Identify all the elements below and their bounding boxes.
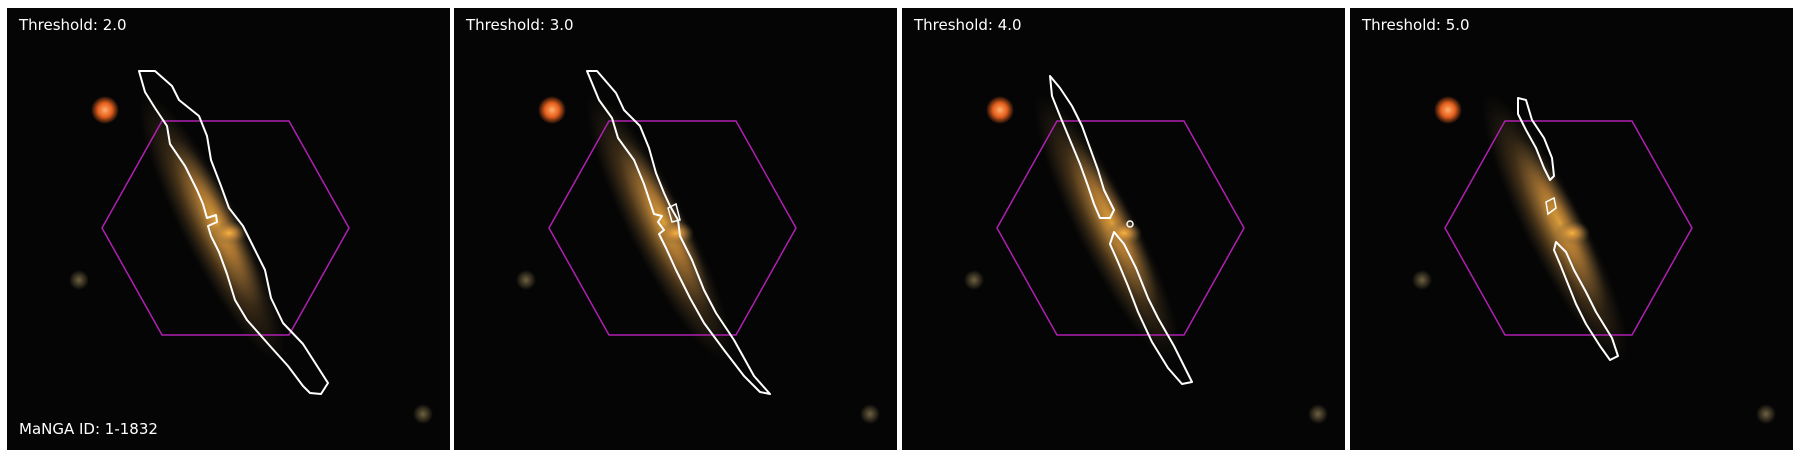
galaxy-body <box>1481 93 1629 363</box>
ifu-hexagon <box>996 120 1245 336</box>
galaxy-image <box>69 70 433 424</box>
galaxy-image <box>964 75 1328 424</box>
panel-threshold-5: Threshold: 5.0 <box>1350 8 1793 450</box>
panel-threshold-4: Threshold: 4.0 <box>902 8 1345 450</box>
bright-star <box>986 96 1014 124</box>
ifu-hexagon <box>548 120 797 336</box>
galaxy-image <box>516 70 880 424</box>
faint-source <box>860 404 880 424</box>
contour-line <box>1126 220 1134 228</box>
faint-source <box>1756 404 1776 424</box>
faint-source <box>964 270 984 290</box>
contour-line <box>1109 231 1193 385</box>
bright-star <box>538 96 566 124</box>
contour-line <box>138 70 329 395</box>
panel-threshold-3: Threshold: 3.0 <box>454 8 897 450</box>
threshold-label: Threshold: 3.0 <box>466 16 574 34</box>
contour-line <box>1545 196 1557 216</box>
contour-line <box>1517 97 1555 181</box>
faint-source <box>1412 270 1432 290</box>
contour-line <box>667 202 681 223</box>
galaxy-image <box>1412 93 1776 424</box>
bright-star <box>91 96 119 124</box>
faint-source <box>69 270 89 290</box>
galaxy-body <box>585 93 733 363</box>
threshold-label: Threshold: 5.0 <box>1362 16 1470 34</box>
galaxy-body <box>138 93 286 363</box>
panel-threshold-2: Threshold: 2.0 MaNGA ID: 1-1832 <box>7 8 450 450</box>
manga-id-label: MaNGA ID: 1-1832 <box>19 420 158 438</box>
threshold-label: Threshold: 4.0 <box>914 16 1022 34</box>
contour-line <box>586 70 771 395</box>
ifu-hexagon <box>101 120 350 336</box>
contour-line <box>1049 75 1115 219</box>
galaxy-body <box>1033 93 1181 363</box>
threshold-label: Threshold: 2.0 <box>19 16 127 34</box>
faint-source <box>413 404 433 424</box>
contour-line <box>1553 241 1619 361</box>
ifu-hexagon <box>1444 120 1693 336</box>
bright-star <box>1434 96 1462 124</box>
faint-source <box>516 270 536 290</box>
faint-source <box>1308 404 1328 424</box>
